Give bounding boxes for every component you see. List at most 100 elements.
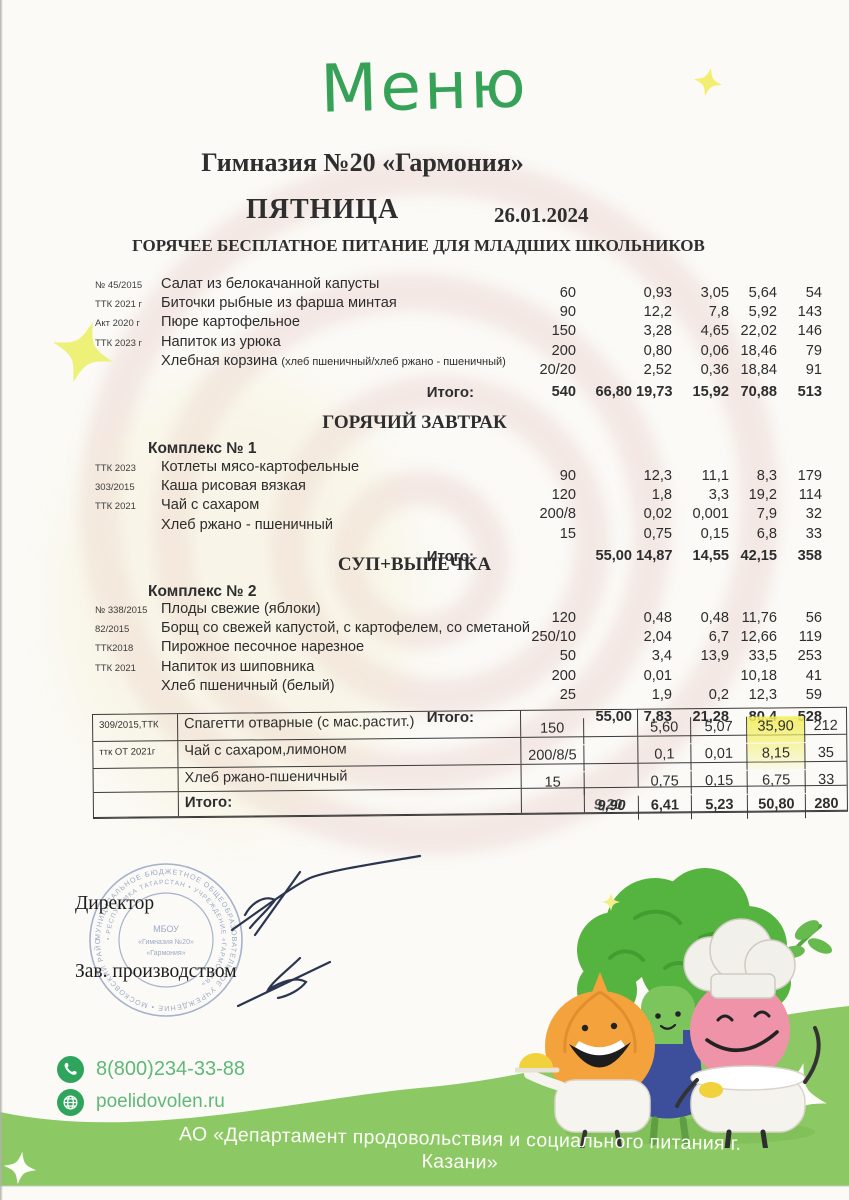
kcal-total: 358 (797, 547, 822, 564)
protein-value: 5,60 (638, 717, 692, 744)
carbs-value: 12,3 (748, 686, 777, 703)
white-sparkle-left (3, 1151, 37, 1185)
carbs-value: 18,84 (740, 361, 777, 378)
kcal-total: 513 (797, 383, 822, 400)
director-label: Директор (75, 893, 155, 914)
protein-value: 1,9 (651, 686, 672, 703)
recipe-code: № 338/2015 (95, 605, 148, 616)
recipe-code: ТТК 2021 г (95, 299, 143, 311)
recipe-code: ТТК 2023 (95, 463, 136, 474)
fat-value: 6,7 (708, 629, 729, 646)
dish-name: Салат из белокачанной капусты (161, 276, 380, 292)
cost-total: 66,80 (595, 383, 632, 400)
menu-row: Хлеб пшеничный (белый) 25 1,9 0,2 12,3 5… (95, 678, 838, 703)
fat-value: 0,36 (700, 361, 729, 378)
dish-name: Чай с сахаром (161, 497, 260, 514)
dish-name: Чай с сахаром,лимоном (178, 737, 522, 768)
kcal-value: 91 (805, 361, 822, 378)
fat-value: 3,05 (700, 285, 729, 301)
complex-1-label: Комплекс № 1 (148, 440, 257, 457)
protein-value: 0,75 (638, 771, 692, 795)
protein-value: 0,93 (643, 285, 672, 301)
kcal-value: 212 (813, 717, 838, 735)
kcal-value: 79 (805, 342, 822, 359)
carbs-value: 22,02 (740, 323, 777, 340)
total-row: Итого: 55,00 14,87 14,55 42,15 358 (95, 548, 838, 567)
weekday: ПЯТНИЦА (246, 194, 400, 225)
portion-value: 90 (559, 468, 576, 484)
kcal-value: 32 (805, 506, 822, 523)
fat-value: 0,15 (691, 770, 748, 795)
carbs-value: 12,66 (740, 629, 777, 646)
menu-row: ТТК 2021 Чай с сахаром 200/8 0,02 0,001 … (95, 497, 838, 522)
fat-value: 0,15 (700, 525, 729, 542)
portion-value: 60 (559, 285, 576, 301)
dish-name: Спагетти отварные (с мас.растит.) (178, 710, 522, 741)
total-label: Итого: (426, 547, 474, 565)
portion-value: 120 (551, 610, 576, 626)
fat-value: 4,65 (700, 323, 729, 340)
kcal-value: 54 (805, 285, 822, 301)
protein-total: 14,87 (636, 547, 673, 564)
scan-edge-artifact (0, 0, 3, 1200)
dish-name: Борщ со свежей капустой, с картофелем, с… (161, 620, 531, 637)
carbs-value: 8,3 (756, 468, 777, 484)
carbs-value: 33,5 (748, 648, 777, 665)
school-name: Гимназия №20 «Гармония» (201, 148, 524, 177)
kcal-value: 33 (805, 525, 822, 542)
portion-value: 200/8 (539, 506, 576, 523)
menu-row: ТТК 2023 г Напиток из урюка 200 0,80 0,0… (95, 334, 838, 359)
kcal-total: 280 (814, 795, 839, 813)
free-meal-section: № 45/2015 Салат из белокачанной капусты … (95, 276, 838, 403)
free-meal-title: ГОРЯЧЕЕ БЕСПЛАТНОЕ ПИТАНИЕ ДЛЯ МЛАДШИХ Ш… (132, 236, 705, 255)
phone-icon (57, 1056, 84, 1083)
menu-row: Хлеб ржано - пшеничный 15 0,75 0,15 6,8 … (95, 517, 838, 542)
carbs-value: 11,76 (741, 610, 777, 626)
menu-row: ТТК 2023 Котлеты мясо-картофельные 90 12… (95, 459, 838, 484)
portion-value: 200 (551, 342, 576, 359)
website: poelidovolen.ru (96, 1091, 225, 1112)
soup-pastry-heading: СУП+ВЫПЕЧКА (337, 554, 492, 575)
protein-value: 12,2 (643, 304, 672, 321)
portion-value: 15 (559, 525, 576, 542)
fat-value: 0,48 (700, 610, 729, 626)
manager-signature (236, 956, 332, 1008)
protein-value: 0,75 (643, 525, 672, 542)
dish-name: Напиток из шиповника (161, 658, 315, 675)
dish-name: Каша рисовая вязкая (161, 478, 306, 495)
fat-total: 15,92 (692, 383, 729, 400)
director-signature (230, 854, 422, 937)
phone-number: 8(800)234-33-88 (96, 1058, 245, 1080)
protein-value: 0,01 (643, 667, 672, 684)
total-label: Итого: (178, 788, 522, 817)
kcal-value: 143 (797, 304, 822, 321)
cost-total: 55,00 (595, 547, 632, 564)
carbs-value: 10,18 (740, 667, 777, 684)
dish-name: Пюре картофельное (161, 314, 301, 331)
menu-row: Акт 2020 г Пюре картофельное 150 3,28 4,… (95, 314, 838, 339)
fat-value: 5,07 (691, 716, 748, 744)
table-row: 309/2015,ТТК Спагетти отварные (с мас.ра… (93, 707, 847, 745)
menu-row: Хлебная корзина (хлеб пшеничный/хлеб ржа… (95, 353, 838, 378)
fat-total: 14,55 (692, 547, 729, 564)
protein-value: 12,3 (643, 468, 672, 484)
menu-row: 82/2015 Борщ со свежей капустой, с карто… (95, 620, 838, 645)
dish-name: Хлеб ржано-пшеничный (178, 764, 522, 792)
protein-total: 7,83 (643, 708, 672, 725)
sparkle-yellow-large (53, 322, 113, 382)
carbs-value: 7,9 (756, 506, 777, 523)
round-stamp: МУНИЦИПАЛЬНОЕ БЮДЖЕТНОЕ ОБЩЕОБРАЗОВАТЕЛЬ… (82, 856, 243, 1017)
recipe-code: ТТК 2021 (95, 501, 136, 513)
recipe-code: ТТК 2023 г (95, 337, 143, 349)
recipe-code: ттк ОТ 2021г (93, 741, 179, 768)
fat-total: 21,28 (692, 708, 729, 725)
kcal-value: 33 (818, 771, 835, 789)
fat-value: 0,06 (700, 342, 729, 359)
kcal-value: 114 (798, 487, 822, 504)
portion-value: 150 (521, 718, 585, 745)
carbs-value-highlighted: 35,90 (747, 716, 806, 743)
portion-value: 20/20 (539, 361, 576, 378)
manager-label: Зав. производством (75, 961, 237, 982)
